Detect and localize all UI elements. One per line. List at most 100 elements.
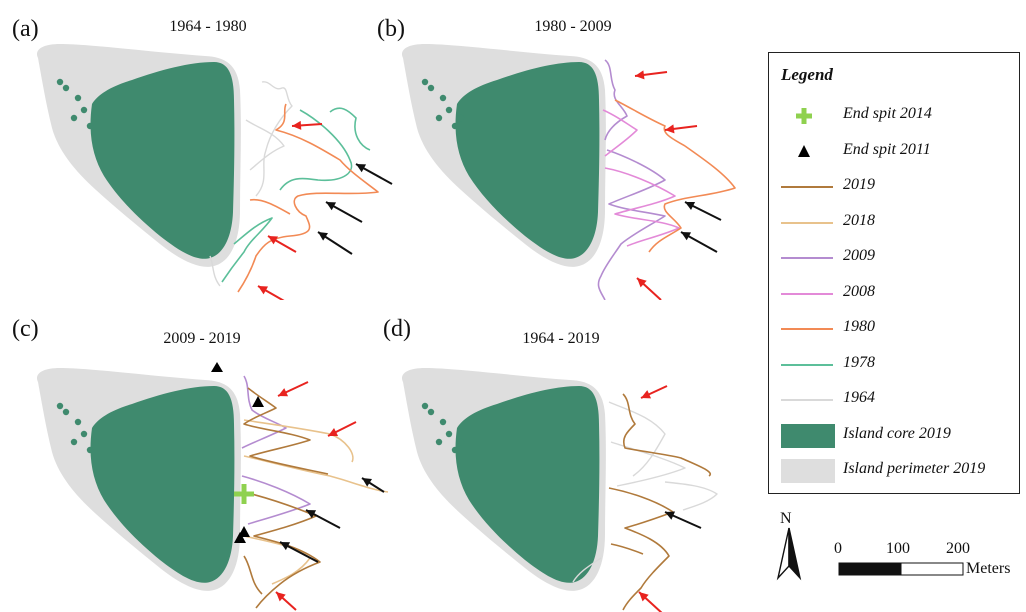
panel-d: (d) 1964 - 2019 <box>365 306 735 612</box>
arrow-red <box>257 285 285 300</box>
islet <box>92 438 100 446</box>
triangle-icon <box>238 526 250 537</box>
spit-1978 <box>329 107 371 151</box>
arrow-head <box>641 390 652 399</box>
island <box>36 44 241 267</box>
spit-2019 <box>243 491 321 609</box>
arrow-red <box>638 591 663 612</box>
island-core <box>90 62 235 259</box>
panel-title: 1964 - 2019 <box>522 330 600 347</box>
islet <box>56 78 64 86</box>
legend-line-swatch <box>781 328 833 330</box>
legend-line-swatch <box>781 186 833 188</box>
scale-tick-0: 0 <box>834 540 842 557</box>
spit-2019 <box>610 543 644 555</box>
islet <box>80 106 88 114</box>
arrow-head <box>258 286 269 295</box>
legend-item: Island core 2019 <box>769 419 1019 453</box>
legend-item: 1964 <box>769 383 1019 417</box>
panel-b: (b) 1980 - 2009 <box>365 0 736 300</box>
triangle-icon <box>252 396 264 407</box>
spit-2018 <box>243 419 354 463</box>
spit-2019 <box>622 393 712 477</box>
arrow-red <box>664 124 698 134</box>
legend-fill-swatch <box>781 459 835 483</box>
islet <box>445 106 453 114</box>
legend-line-swatch <box>781 292 833 295</box>
scale-and-north: N 0 100 200 Meters <box>770 510 1026 590</box>
islet <box>435 438 443 446</box>
triangle-icon <box>211 362 223 372</box>
spit-1964 <box>572 557 602 583</box>
island <box>36 368 241 591</box>
legend-label: 1978 <box>843 353 875 371</box>
arrow-red <box>267 235 297 253</box>
spit-1964 <box>610 441 686 487</box>
arrow-black <box>325 201 363 223</box>
island-core <box>455 62 600 259</box>
legend-title: Legend <box>781 65 833 84</box>
legend-item: End spit 2011 <box>769 135 1019 169</box>
spit-2009 <box>241 475 311 525</box>
legend-item: 2019 <box>769 170 1019 204</box>
arrow-black <box>680 231 718 253</box>
arrow-black <box>664 511 702 529</box>
spit-2009 <box>241 375 287 449</box>
spit-2009 <box>597 149 666 300</box>
arrow-black <box>361 477 385 493</box>
arrow-head <box>637 278 647 288</box>
arrow-head <box>362 478 373 487</box>
arrow-head <box>639 592 649 602</box>
legend-item: 2009 <box>769 241 1019 275</box>
spit-1964 <box>209 255 221 287</box>
arrow-head <box>292 120 302 130</box>
spit-2008 <box>604 167 680 247</box>
spit-2009 <box>604 59 628 141</box>
legend-label: 2018 <box>843 211 875 229</box>
legend-label: Island core 2019 <box>843 424 951 442</box>
legend-item: 1978 <box>769 348 1019 382</box>
arrow-head <box>635 70 645 80</box>
triangle-icon <box>234 532 246 543</box>
spit-1978 <box>221 217 273 283</box>
panel-title: 2009 - 2019 <box>163 330 241 347</box>
arrow-black <box>355 163 393 185</box>
islet <box>451 446 459 454</box>
islet <box>74 94 82 102</box>
legend-box: Legend End spit 2014 End spit 2011 2019 201… <box>768 52 1020 494</box>
panel-title: 1964 - 1980 <box>169 18 247 35</box>
arrow-head <box>685 202 696 211</box>
islet <box>439 418 447 426</box>
legend-label: End spit 2014 <box>843 105 932 122</box>
islet <box>427 84 435 92</box>
legend-line-swatch <box>781 257 833 259</box>
arrow-red <box>327 421 357 437</box>
legend-label: 2009 <box>843 247 875 264</box>
legend-line-swatch <box>781 363 833 366</box>
legend-line-swatch <box>781 399 833 401</box>
island <box>401 368 606 591</box>
arrow-head <box>326 202 337 211</box>
islet <box>74 418 82 426</box>
panel-letter: (d) <box>383 316 411 342</box>
spit-2008 <box>602 109 638 157</box>
legend-label: End spit 2011 <box>843 140 931 158</box>
islet <box>457 114 465 122</box>
map-panel-a <box>36 44 393 300</box>
scale-tick-100: 100 <box>886 540 910 557</box>
island-core <box>455 386 600 583</box>
legend-item: Island perimeter 2019 <box>769 454 1019 488</box>
arrow-head <box>280 542 291 551</box>
arrow-red <box>634 70 668 80</box>
panel-letter: (c) <box>12 316 39 342</box>
spit-1978 <box>279 109 353 191</box>
map-panel-c <box>36 362 389 611</box>
islet <box>421 402 429 410</box>
arrow-head <box>306 510 317 519</box>
arrow-red <box>277 381 309 397</box>
triangle-icon <box>798 144 810 157</box>
islet <box>70 114 78 122</box>
panel-title: 1980 - 2009 <box>534 18 612 35</box>
arrow-head <box>356 164 367 173</box>
arrow-black <box>305 509 341 529</box>
